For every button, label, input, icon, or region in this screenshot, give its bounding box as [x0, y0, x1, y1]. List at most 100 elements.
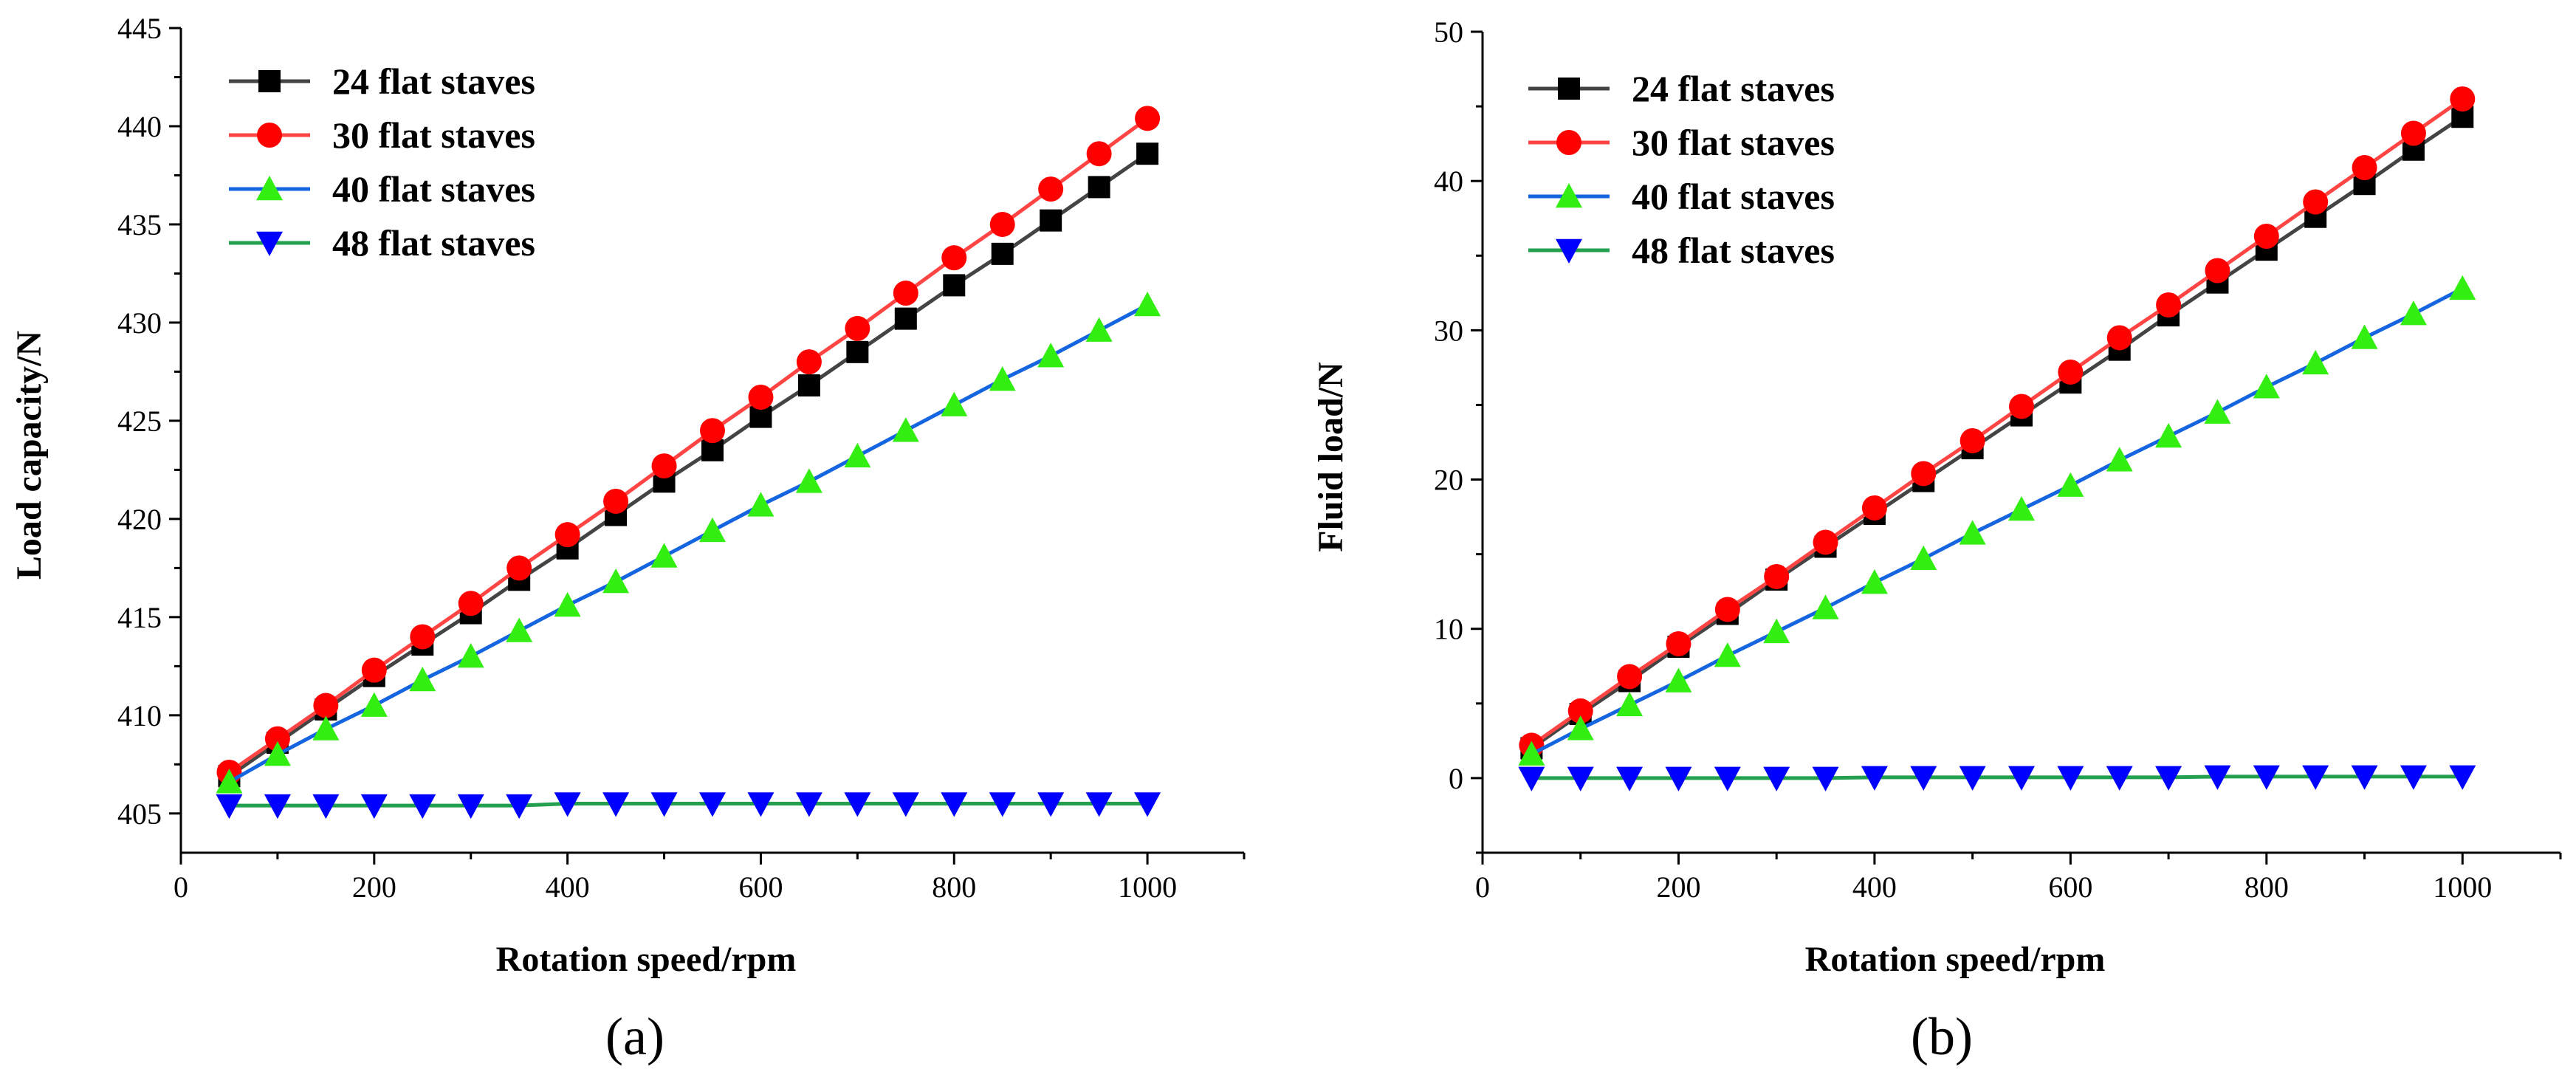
data-point — [1714, 766, 1741, 791]
y-tick-label: 20 — [1434, 464, 1463, 497]
y-tick-label: 435 — [117, 208, 162, 241]
series-40-flat-staves — [1518, 275, 2476, 766]
data-point — [989, 366, 1016, 391]
data-point — [409, 666, 436, 692]
legend: 24 flat staves 30 flat staves 40 flat stav… — [1528, 68, 1835, 271]
data-point — [846, 340, 869, 363]
data-point — [312, 715, 340, 741]
data-point — [1037, 792, 1065, 817]
series-48-flat-staves — [216, 792, 1161, 820]
data-point — [2400, 300, 2427, 326]
data-point — [795, 468, 822, 493]
data-point — [1812, 594, 1839, 619]
data-point — [2008, 766, 2035, 791]
data-point — [457, 794, 484, 820]
data-point — [1910, 766, 1937, 791]
data-point — [941, 391, 968, 416]
data-point — [1135, 106, 1161, 131]
data-point — [602, 792, 630, 817]
panel-label: (a) — [605, 1007, 664, 1066]
data-point — [1861, 495, 1887, 520]
data-point — [2352, 154, 2377, 180]
data-point — [1812, 766, 1839, 791]
data-point — [1040, 209, 1062, 232]
legend: 24 flat staves 30 flat staves 40 flat stav… — [229, 61, 535, 264]
data-point — [991, 242, 1014, 265]
data-point — [506, 555, 532, 581]
data-point — [796, 349, 822, 375]
data-point — [264, 794, 291, 820]
series-line — [1531, 774, 2463, 780]
data-point — [2449, 275, 2476, 300]
data-point — [2009, 394, 2034, 419]
data-point — [650, 792, 678, 817]
data-point — [1714, 642, 1741, 667]
x-tick-label: 600 — [2048, 870, 2092, 904]
data-point — [2106, 766, 2133, 791]
data-point — [2106, 447, 2133, 472]
data-point — [699, 517, 726, 543]
data-point — [1911, 461, 1937, 487]
x-tick-label: 800 — [2244, 870, 2289, 904]
data-point — [2449, 765, 2476, 790]
data-point — [700, 418, 725, 444]
legend-marker — [1556, 183, 1582, 208]
data-point — [216, 769, 243, 794]
legend-label: 24 flat staves — [332, 61, 535, 102]
data-point — [1134, 291, 1161, 317]
data-point — [1910, 545, 1937, 571]
data-point — [2058, 359, 2084, 385]
y-tick-label: 430 — [117, 306, 162, 340]
data-point — [1136, 142, 1159, 165]
data-point — [216, 794, 243, 820]
data-point — [2156, 292, 2182, 317]
chart-panel-a: 0 200 400 600 800 1000 405 410 415 420 425 430 435 44… — [10, 12, 1246, 1066]
data-point — [361, 657, 387, 683]
data-point — [313, 693, 339, 718]
data-point — [409, 794, 436, 820]
data-point — [2155, 766, 2182, 791]
data-point — [1665, 766, 1692, 791]
data-point — [2205, 258, 2230, 284]
data-point — [312, 794, 340, 820]
legend-label: 40 flat staves — [1632, 176, 1835, 217]
data-point — [1813, 529, 1838, 555]
legend-label: 30 flat staves — [1632, 122, 1835, 163]
data-point — [1665, 667, 1692, 693]
y-tick-label: 420 — [117, 503, 162, 536]
legend-marker — [1556, 130, 1581, 155]
data-point — [410, 624, 436, 650]
data-point — [1085, 792, 1113, 817]
data-point — [1567, 715, 1594, 741]
data-point — [2253, 765, 2280, 790]
data-point — [892, 792, 919, 817]
data-point — [844, 792, 871, 817]
legend-label: 24 flat staves — [1632, 68, 1835, 109]
data-point — [458, 591, 484, 616]
data-point — [941, 792, 968, 817]
data-point — [844, 442, 871, 468]
x-tick-label: 1000 — [1118, 870, 1177, 904]
series-line — [229, 802, 1148, 808]
data-point — [1959, 766, 1986, 791]
data-point — [651, 453, 677, 479]
legend-marker — [256, 176, 283, 201]
y-tick-label: 40 — [1434, 165, 1463, 198]
data-point — [554, 591, 581, 617]
y-tick-label: 405 — [117, 797, 162, 831]
legend-marker — [258, 70, 281, 92]
data-point — [650, 543, 678, 568]
data-point — [506, 617, 533, 642]
legend-marker — [256, 231, 283, 256]
x-tick-label: 0 — [174, 870, 188, 904]
x-tick-label: 200 — [1656, 870, 1700, 904]
data-point — [989, 792, 1016, 817]
data-point — [602, 568, 630, 594]
data-point — [797, 374, 820, 397]
data-point — [360, 692, 388, 717]
data-point — [264, 726, 290, 752]
data-point — [2253, 374, 2280, 399]
data-point — [989, 211, 1015, 237]
data-point — [1037, 343, 1065, 368]
